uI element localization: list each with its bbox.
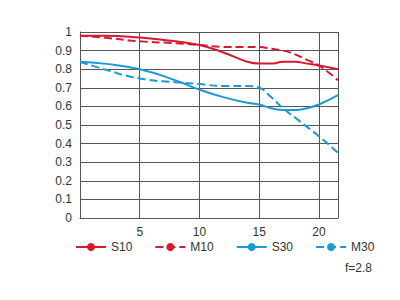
svg-text:0.5: 0.5 <box>55 118 72 132</box>
svg-text:0.8: 0.8 <box>55 62 72 76</box>
svg-text:0.2: 0.2 <box>55 174 72 188</box>
svg-text:S30: S30 <box>272 240 294 254</box>
svg-text:5: 5 <box>136 225 143 239</box>
svg-text:M30: M30 <box>351 240 375 254</box>
svg-text:0.9: 0.9 <box>55 44 72 58</box>
svg-text:20: 20 <box>312 225 326 239</box>
svg-text:0.1: 0.1 <box>55 192 72 206</box>
svg-text:1: 1 <box>65 25 72 39</box>
svg-text:M10: M10 <box>190 240 214 254</box>
svg-text:0: 0 <box>65 211 72 225</box>
svg-text:0.4: 0.4 <box>55 137 72 151</box>
svg-text:f=2.8: f=2.8 <box>345 261 372 275</box>
svg-text:S10: S10 <box>111 240 133 254</box>
svg-text:0.3: 0.3 <box>55 155 72 169</box>
svg-text:10: 10 <box>193 225 207 239</box>
svg-text:0.6: 0.6 <box>55 99 72 113</box>
svg-text:15: 15 <box>252 225 266 239</box>
svg-text:0.7: 0.7 <box>55 81 72 95</box>
